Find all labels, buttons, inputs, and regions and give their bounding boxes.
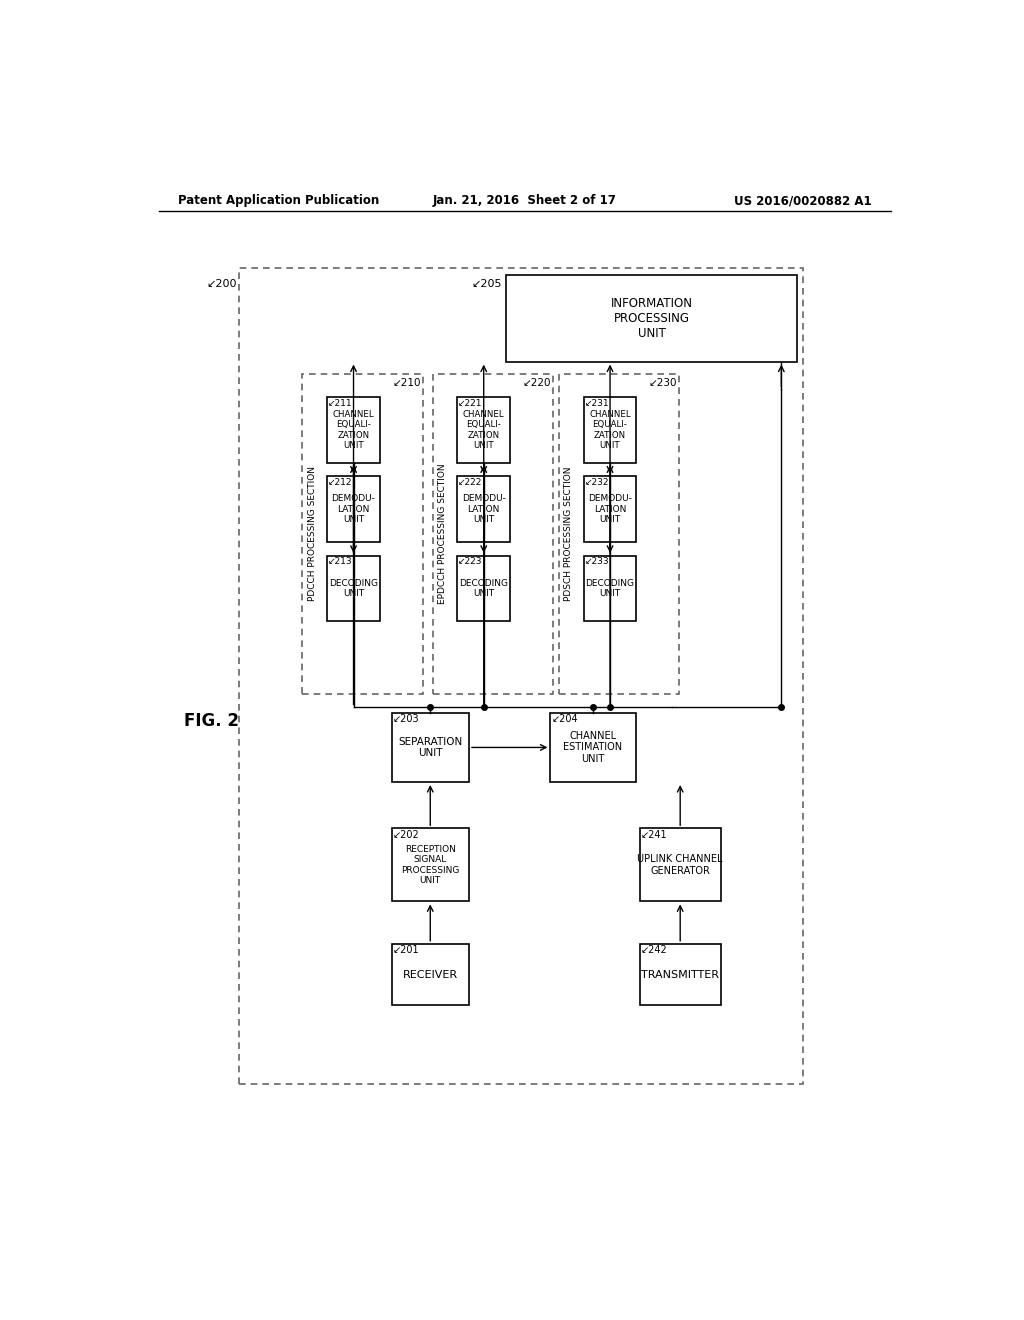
Bar: [391, 944, 469, 1006]
Text: FIG. 2: FIG. 2: [184, 711, 240, 730]
Text: ↙242: ↙242: [641, 945, 668, 956]
Bar: [239, 268, 803, 1084]
Text: ↙221: ↙221: [458, 399, 482, 408]
Text: DEMODU-
LATION
UNIT: DEMODU- LATION UNIT: [332, 494, 376, 524]
Text: ↙202: ↙202: [393, 830, 420, 840]
Bar: [458, 397, 510, 462]
Text: ↙213: ↙213: [328, 557, 352, 566]
Bar: [328, 397, 380, 462]
Text: EPDCCH PROCESSING SECTION: EPDCCH PROCESSING SECTION: [438, 463, 447, 605]
Bar: [506, 276, 797, 362]
Bar: [391, 829, 469, 902]
Text: CHANNEL
EQUALI-
ZATION
UNIT: CHANNEL EQUALI- ZATION UNIT: [463, 409, 505, 450]
Text: TRANSMITTER: TRANSMITTER: [641, 970, 719, 979]
Text: UPLINK CHANNEL
GENERATOR: UPLINK CHANNEL GENERATOR: [637, 854, 723, 875]
Text: ↙212: ↙212: [328, 478, 352, 487]
Text: DECODING
UNIT: DECODING UNIT: [459, 578, 508, 598]
Bar: [584, 397, 636, 462]
Bar: [302, 374, 423, 693]
Text: ↙201: ↙201: [393, 945, 420, 956]
Text: ↙200: ↙200: [207, 280, 238, 289]
Text: PDCCH PROCESSING SECTION: PDCCH PROCESSING SECTION: [308, 466, 317, 602]
Text: ↙223: ↙223: [458, 557, 482, 566]
Text: RECEPTION
SIGNAL
PROCESSING
UNIT: RECEPTION SIGNAL PROCESSING UNIT: [401, 845, 460, 884]
Text: DEMODU-
LATION
UNIT: DEMODU- LATION UNIT: [588, 494, 632, 524]
Text: ↙210: ↙210: [392, 378, 421, 388]
Bar: [584, 477, 636, 543]
Text: ↙233: ↙233: [585, 557, 609, 566]
Bar: [550, 713, 636, 781]
Bar: [559, 374, 679, 693]
Bar: [584, 556, 636, 622]
Text: ↙204: ↙204: [552, 714, 579, 725]
Text: CHANNEL
ESTIMATION
UNIT: CHANNEL ESTIMATION UNIT: [563, 731, 623, 764]
Text: DECODING
UNIT: DECODING UNIT: [586, 578, 635, 598]
Text: CHANNEL
EQUALI-
ZATION
UNIT: CHANNEL EQUALI- ZATION UNIT: [589, 409, 631, 450]
Bar: [328, 556, 380, 622]
Bar: [432, 374, 553, 693]
Text: INFORMATION
PROCESSING
UNIT: INFORMATION PROCESSING UNIT: [610, 297, 692, 341]
Text: US 2016/0020882 A1: US 2016/0020882 A1: [734, 194, 872, 207]
Text: ↙220: ↙220: [522, 378, 551, 388]
Text: ↙205: ↙205: [472, 280, 503, 289]
Bar: [640, 944, 721, 1006]
Text: Patent Application Publication: Patent Application Publication: [178, 194, 380, 207]
Text: DECODING
UNIT: DECODING UNIT: [329, 578, 378, 598]
Text: ↙230: ↙230: [649, 378, 678, 388]
Text: ↙241: ↙241: [641, 830, 668, 840]
Text: CHANNEL
EQUALI-
ZATION
UNIT: CHANNEL EQUALI- ZATION UNIT: [333, 409, 375, 450]
Bar: [458, 556, 510, 622]
Bar: [458, 477, 510, 543]
Text: Jan. 21, 2016  Sheet 2 of 17: Jan. 21, 2016 Sheet 2 of 17: [433, 194, 616, 207]
Text: DEMODU-
LATION
UNIT: DEMODU- LATION UNIT: [462, 494, 506, 524]
Bar: [640, 829, 721, 902]
Text: PDSCH PROCESSING SECTION: PDSCH PROCESSING SECTION: [564, 466, 573, 601]
Text: ↙222: ↙222: [458, 478, 482, 487]
Bar: [391, 713, 469, 781]
Text: SEPARATION
UNIT: SEPARATION UNIT: [398, 737, 463, 758]
Text: ↙232: ↙232: [585, 478, 609, 487]
Text: ↙203: ↙203: [393, 714, 420, 725]
Text: ↙211: ↙211: [328, 399, 352, 408]
Text: RECEIVER: RECEIVER: [402, 970, 458, 979]
Text: ↙231: ↙231: [585, 399, 609, 408]
Bar: [328, 477, 380, 543]
